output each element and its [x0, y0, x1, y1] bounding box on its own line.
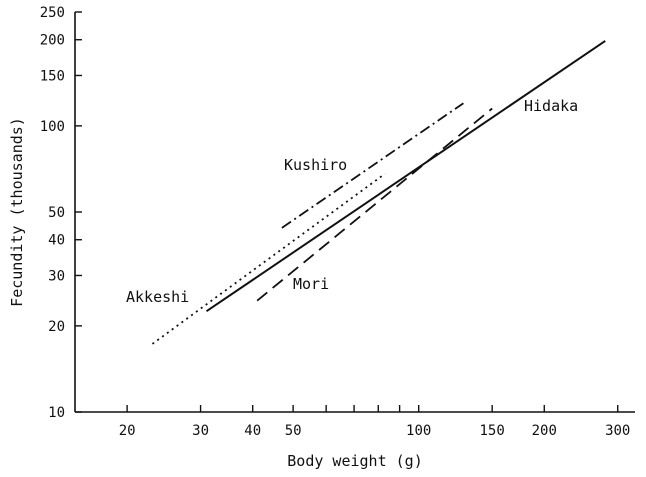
y-tick-label: 40: [48, 233, 65, 249]
x-tick-label: 40: [244, 423, 261, 439]
series-line-hidaka: [205, 40, 606, 313]
x-axis-title: Body weight (g): [287, 452, 422, 470]
series-line-akkeshi: [151, 173, 386, 345]
y-tick-label: 30: [48, 268, 65, 284]
series-label-akkeshi: Akkeshi: [126, 288, 189, 306]
x-tick-label: 30: [192, 423, 209, 439]
x-tick-label: 200: [532, 423, 557, 439]
y-tick-label: 200: [40, 33, 65, 49]
series-label-kushiro: Kushiro: [284, 156, 347, 174]
series-label-mori: Mori: [293, 275, 329, 293]
axes: [74, 12, 635, 413]
x-tick-label: 50: [285, 423, 302, 439]
series-line-mori: [256, 107, 493, 302]
y-axis-title: Fecundity (thousands): [8, 117, 26, 307]
y-tick-label: 250: [40, 5, 65, 21]
x-tick-label: 300: [605, 423, 630, 439]
y-tick-label: 150: [40, 68, 65, 84]
y-tick-label: 100: [40, 119, 65, 135]
series-label-hidaka: Hidaka: [524, 97, 578, 115]
x-tick-label: 150: [480, 423, 505, 439]
series-lines: [151, 40, 606, 345]
y-tick-label: 20: [48, 319, 65, 335]
x-tick-label: 100: [406, 423, 431, 439]
series-labels: Hidaka Akkeshi Kushiro Mori: [126, 97, 578, 306]
y-tick-label: 50: [48, 205, 65, 221]
series-line-kushiro: [281, 102, 464, 229]
y-tick-label: 10: [48, 405, 65, 421]
ticks: 20 30 40 50 100 150 200 300 10 20 30 40 50 100 150 200 2…: [40, 5, 631, 439]
x-tick-label: 20: [119, 423, 136, 439]
